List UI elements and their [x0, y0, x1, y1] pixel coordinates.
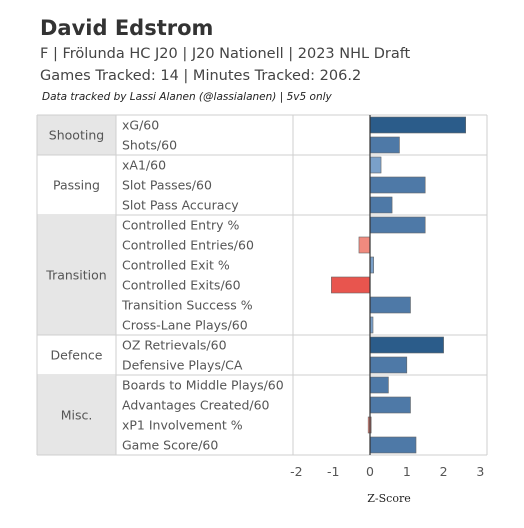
bar: [369, 336, 444, 354]
group-label-passing: Passing: [53, 178, 100, 193]
metric-label: Slot Pass Accuracy: [122, 198, 239, 213]
metric-label: Slot Passes/60: [122, 178, 212, 193]
group-label-defence: Defence: [51, 348, 103, 363]
bar: [331, 276, 371, 294]
metric-label: Cross-Lane Plays/60: [122, 318, 248, 333]
group-label-transition: Transition: [45, 268, 106, 283]
player-info: F | Frölunda HC J20 | J20 Nationell | 20…: [40, 46, 411, 62]
bar: [369, 116, 466, 134]
metric-label: Game Score/60: [122, 438, 218, 453]
metric-label: Controlled Exits/60: [122, 278, 241, 293]
metric-label: Advantages Created/60: [122, 398, 270, 413]
group-background: [37, 115, 116, 155]
x-tick-label: 3: [476, 464, 484, 479]
bar: [369, 136, 400, 154]
metric-label: Controlled Entries/60: [122, 238, 254, 253]
bar: [369, 376, 389, 394]
bar: [369, 396, 411, 414]
player-name: David Edstrom: [40, 16, 214, 40]
metric-label: OZ Retrievals/60: [122, 338, 227, 353]
x-tick-label: 2: [440, 464, 448, 479]
metric-label: Boards to Middle Plays/60: [122, 378, 284, 393]
metric-label: Controlled Entry %: [122, 218, 239, 233]
metric-label: Defensive Plays/CA: [122, 358, 243, 373]
x-tick-label: 0: [366, 464, 374, 479]
bar: [369, 216, 426, 234]
x-axis-title: Z-Score: [367, 492, 410, 505]
bar: [369, 296, 411, 314]
group-label-shooting: Shooting: [49, 128, 104, 143]
games-tracked: Games Tracked: 14 | Minutes Tracked: 206…: [40, 68, 362, 84]
group-label-misc: Misc.: [61, 408, 93, 423]
bar: [369, 156, 382, 174]
bar: [369, 196, 393, 214]
metric-label: Transition Success %: [121, 298, 253, 313]
metric-label: Shots/60: [122, 138, 177, 153]
bar: [369, 436, 417, 454]
bar: [358, 236, 371, 254]
bar: [369, 356, 408, 374]
data-credit: Data tracked by Lassi Alanen (@lassialan…: [42, 91, 332, 103]
group-background: [37, 215, 116, 335]
metric-label: xG/60: [122, 118, 159, 133]
x-tick-label: 1: [403, 464, 411, 479]
group-background: [37, 375, 116, 455]
bar: [369, 176, 426, 194]
metric-label: Controlled Exit %: [122, 258, 230, 273]
metric-label: xA1/60: [122, 158, 166, 173]
metric-label: xP1 Involvement %: [122, 418, 243, 433]
x-tick-label: -2: [290, 464, 302, 479]
x-tick-label: -1: [327, 464, 339, 479]
